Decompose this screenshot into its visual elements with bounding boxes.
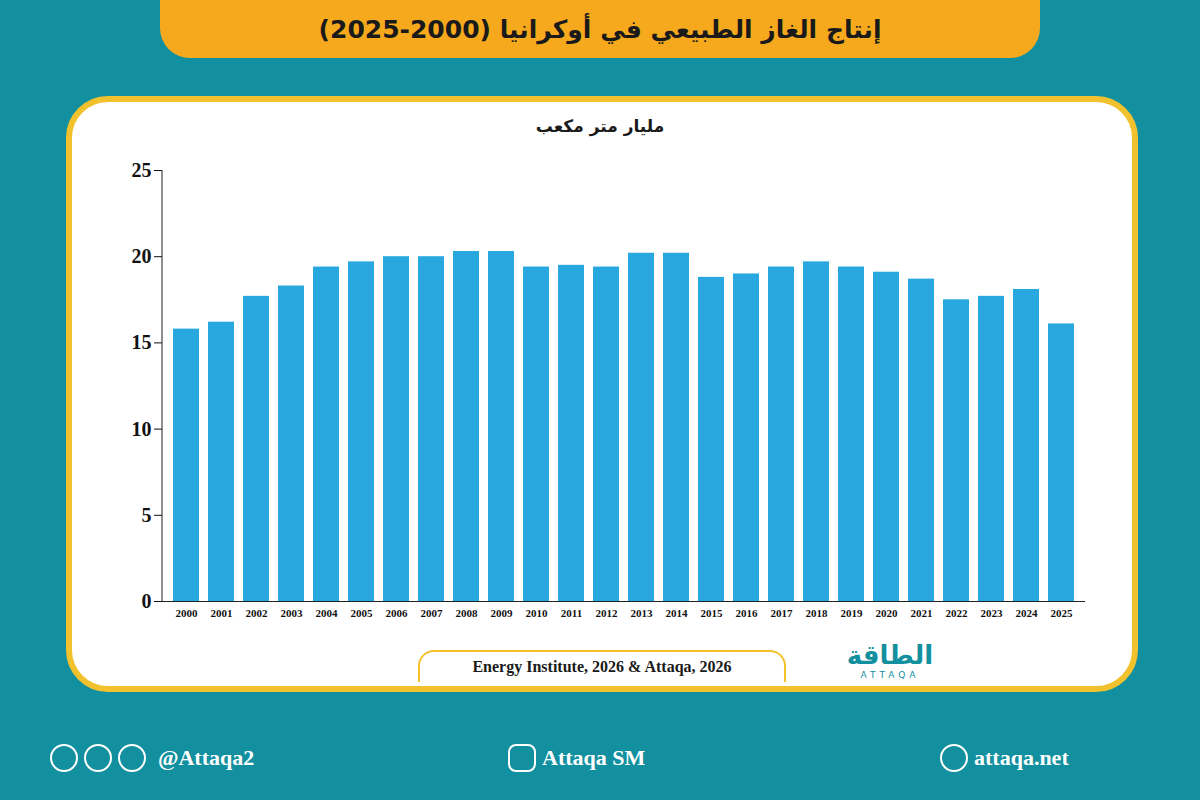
html-text:الطاقة: الطاقة [846,640,934,670]
svg-text:2024: 2024 [1016,607,1039,619]
html-text:@Attaqa2: @Attaqa2 [158,745,255,770]
svg-text:2008: 2008 [456,607,479,619]
svg-text:5: 5 [142,504,152,526]
svg-text:2017: 2017 [771,607,794,619]
html-text:مليار متر مكعب: مليار متر مكعب [535,116,665,136]
svg-text:2005: 2005 [351,607,374,619]
svg-text:20: 20 [132,245,152,267]
svg-text:2021: 2021 [911,607,933,619]
html-text:Attaqa SM: Attaqa SM [542,745,646,770]
svg-text:2012: 2012 [596,607,619,619]
svg-text:2006: 2006 [386,607,409,619]
svg-text:2025: 2025 [1051,607,1074,619]
svg-text:2001: 2001 [211,607,233,619]
svg-text:2007: 2007 [421,607,444,619]
svg-text:2014: 2014 [666,607,689,619]
svg-text:2023: 2023 [981,607,1004,619]
svg-text:2009: 2009 [491,607,514,619]
svg-text:10: 10 [132,418,152,440]
svg-text:15: 15 [132,331,152,353]
svg-text:2004: 2004 [316,607,339,619]
html-text:ATTAQA: ATTAQA [860,670,920,680]
svg-text:2018: 2018 [806,607,829,619]
svg-text:2022: 2022 [946,607,969,619]
svg-text:2019: 2019 [841,607,864,619]
svg-text:2010: 2010 [526,607,549,619]
svg-text:2011: 2011 [561,607,582,619]
html-text:إنتاج الغاز الطبيعي في أوكراني: إنتاج الغاز الطبيعي في أوكرانيا (2000-20… [318,14,882,44]
svg-text:2002: 2002 [246,607,269,619]
svg-text:25: 25 [132,159,152,181]
svg-text:2013: 2013 [631,607,654,619]
svg-text:0: 0 [142,590,152,612]
svg-text:2015: 2015 [701,607,724,619]
html-text:attaqa.net: attaqa.net [974,745,1069,770]
svg-text:2000: 2000 [176,607,199,619]
html-text:Energy Institute, 2026 & Attaq: Energy Institute, 2026 & Attaqa, 2026 [472,658,732,675]
svg-text:2003: 2003 [281,607,304,619]
svg-text:2016: 2016 [736,607,759,619]
svg-text:2020: 2020 [876,607,899,619]
